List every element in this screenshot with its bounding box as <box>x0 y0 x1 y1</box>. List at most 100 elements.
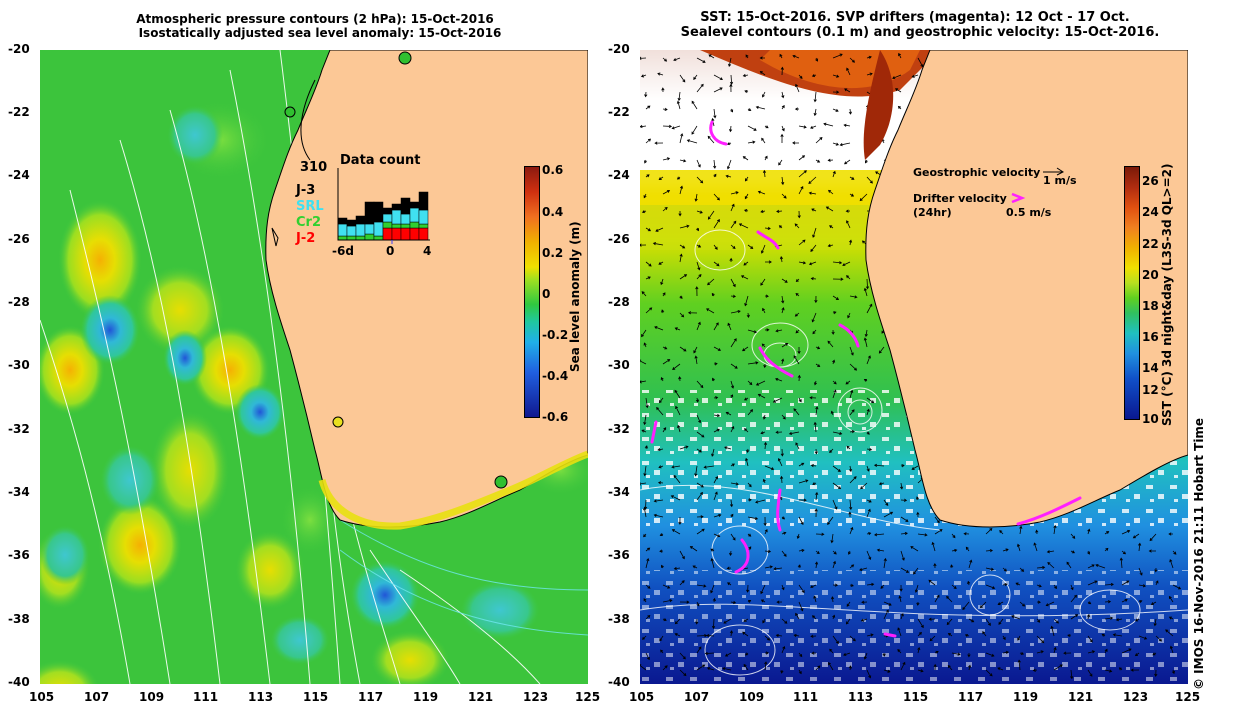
geostrophic-arrow <box>860 482 868 490</box>
geostrophic-arrow <box>827 244 834 248</box>
geostrophic-arrow <box>640 243 647 247</box>
geostrophic-arrow <box>722 667 732 671</box>
geostrophic-arrow <box>742 346 749 352</box>
geostrophic-arrow <box>1112 633 1123 637</box>
geostrophic-arrow <box>1087 564 1095 569</box>
geostrophic-arrow <box>963 532 970 536</box>
geostrophic-arrow <box>900 613 904 620</box>
geostrophic-arrow <box>795 329 800 334</box>
geostrophic-arrow <box>1104 669 1113 673</box>
geostrophic-arrow <box>1087 601 1092 605</box>
geostrophic-arrow <box>744 295 749 307</box>
geostrophic-arrow <box>866 508 871 518</box>
geostrophic-arrow <box>808 261 817 266</box>
geostrophic-arrow <box>730 533 736 541</box>
geostrophic-arrow <box>713 261 720 267</box>
geostrophic-arrow <box>985 548 994 553</box>
geostrophic-arrow <box>662 665 668 671</box>
geostrophic-arrow <box>1104 547 1109 552</box>
geostrophic-arrow <box>645 261 652 267</box>
geostrophic-arrow <box>798 170 807 178</box>
lat-tick: -32 <box>8 422 30 436</box>
geostrophic-arrow <box>729 550 733 556</box>
geostrophic-arrow <box>710 558 715 569</box>
geostrophic-arrow <box>745 652 749 656</box>
geostrophic-arrow <box>842 261 851 267</box>
geostrophic-arrow <box>795 83 800 93</box>
geostrophic-arrow <box>1134 652 1140 657</box>
dc-xtick: 4 <box>423 244 432 258</box>
geostrophic-arrow <box>811 651 817 655</box>
data-count-bar-j2 <box>409 227 420 241</box>
geostrophic-arrow <box>934 516 940 524</box>
geostrophic-arrow <box>917 646 921 654</box>
geostrophic-arrow <box>811 312 817 323</box>
geostrophic-arrow <box>999 530 1004 535</box>
geostrophic-arrow <box>696 448 702 453</box>
geostrophic-arrow <box>1154 669 1158 677</box>
geostrophic-arrow <box>897 649 902 654</box>
geostrophic-arrow <box>798 601 804 612</box>
geostrophic-arrow <box>1070 614 1079 620</box>
geostrophic-arrow <box>863 652 868 660</box>
lat-tick: -32 <box>608 422 630 436</box>
geostrophic-arrow <box>849 389 854 399</box>
geostrophic-arrow <box>644 445 648 450</box>
geostrophic-arrow <box>694 193 698 202</box>
geostrophic-arrow <box>832 53 843 59</box>
geostrophic-arrow <box>713 513 722 518</box>
data-count-bar-j3 <box>418 191 429 211</box>
geostrophic-arrow <box>900 498 908 502</box>
geostrophic-arrow <box>1138 600 1143 604</box>
land-australia <box>265 50 588 528</box>
geostrophic-arrow <box>860 618 868 622</box>
geostrophic-arrow <box>917 669 924 673</box>
geostrophic-arrow <box>644 159 648 164</box>
geostrophic-arrow <box>1016 543 1021 552</box>
geostrophic-arrow <box>1070 594 1077 603</box>
geostrophic-arrow <box>910 546 919 552</box>
geostrophic-arrow <box>844 159 851 165</box>
data-count-bar-j3 <box>337 217 348 225</box>
geostrophic-arrow <box>878 482 885 486</box>
geostrophic-arrow <box>730 203 735 212</box>
geostrophic-arrow <box>1130 668 1140 672</box>
geostrophic-arrow <box>675 405 681 416</box>
geostrophic-arrow <box>866 582 875 587</box>
geostrophic-arrow <box>815 665 821 671</box>
geostrophic-arrow <box>951 533 956 539</box>
geostrophic-arrow <box>763 441 768 450</box>
geostrophic-arrow <box>1066 561 1072 569</box>
sst-map[interactable] <box>640 50 1188 684</box>
geostrophic-arrow <box>1138 584 1147 588</box>
geostrophic-arrow <box>985 669 993 677</box>
tide-gauge-marker <box>284 106 296 118</box>
geostrophic-arrow <box>679 669 687 677</box>
geostrophic-arrow <box>693 346 698 354</box>
geostrophic-arrow <box>882 652 886 657</box>
data-count-bar-j3 <box>400 197 411 215</box>
geostrophic-arrow <box>849 583 854 587</box>
geostrophic-arrow <box>641 329 647 338</box>
geostrophic-arrow <box>743 618 749 622</box>
geostrophic-arrow <box>829 448 834 454</box>
geostrophic-arrow <box>1036 600 1041 604</box>
geostrophic-arrow <box>832 482 842 490</box>
geostrophic-arrow <box>832 560 837 569</box>
geostrophic-arrow <box>696 601 700 607</box>
geostrophic-arrow <box>679 312 685 318</box>
lon-tick: 113 <box>248 690 274 704</box>
lon-tick: 121 <box>468 690 494 704</box>
geostrophic-arrow <box>776 209 783 213</box>
geostrophic-arrow <box>815 406 819 416</box>
sla-map[interactable] <box>40 50 588 684</box>
geostrophic-arrow <box>704 651 715 656</box>
geostrophic-arrow <box>640 124 647 129</box>
geostrophic-arrow <box>866 397 875 404</box>
geostrophic-arrow <box>730 600 737 605</box>
geostrophic-arrow <box>812 329 817 335</box>
geostrophic-arrow <box>679 346 687 352</box>
geostrophic-arrow <box>696 83 704 93</box>
data-count-bar-srl <box>355 223 366 237</box>
geostrophic-arrow <box>866 633 874 637</box>
